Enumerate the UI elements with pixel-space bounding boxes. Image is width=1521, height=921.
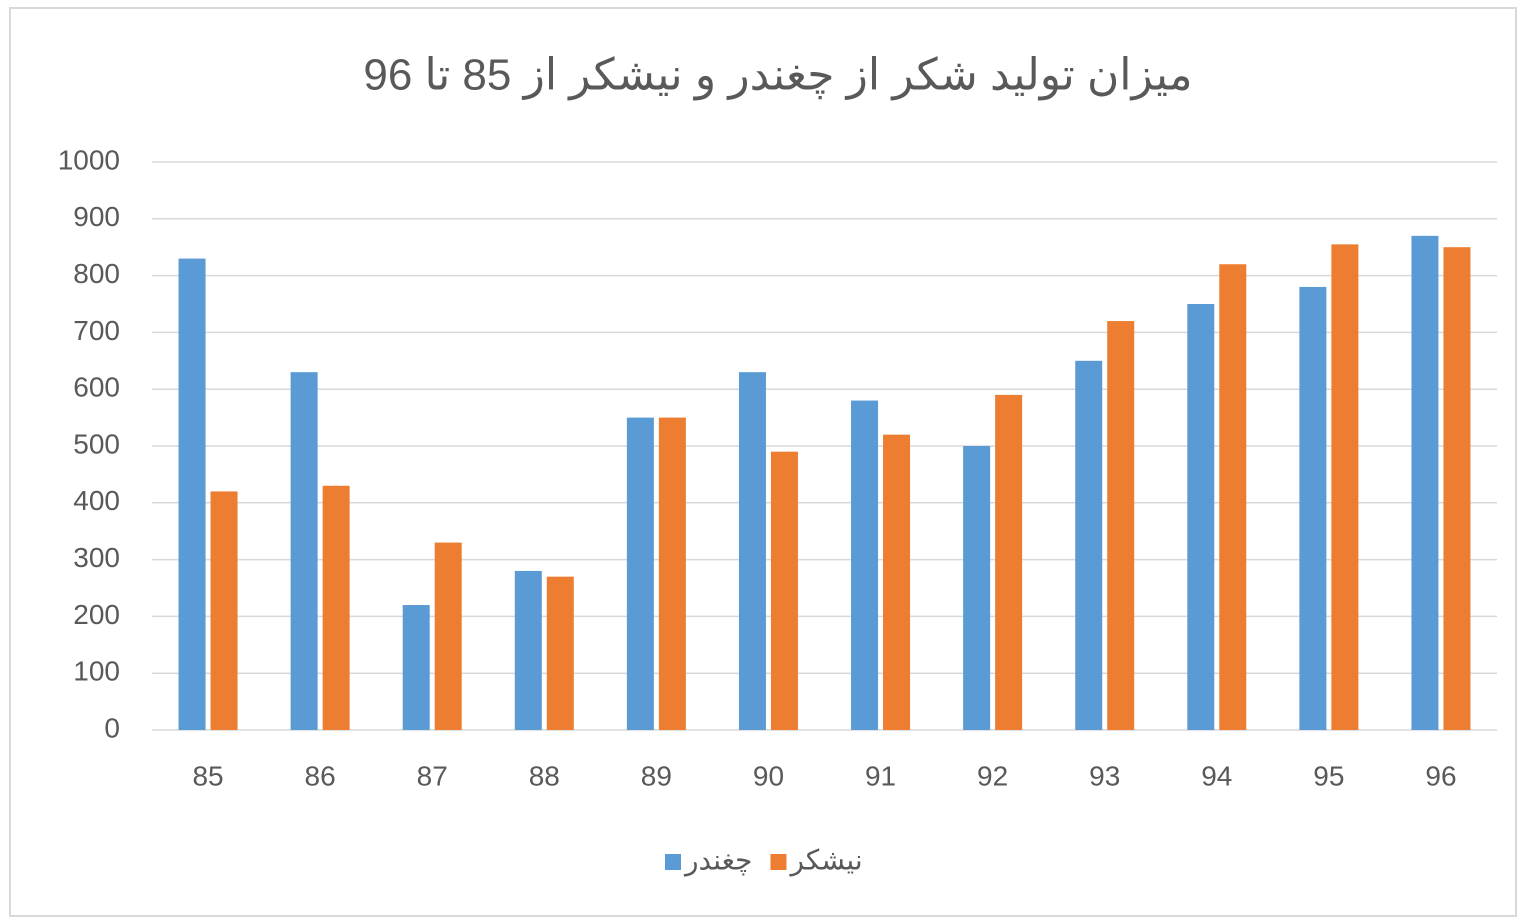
bar xyxy=(1107,321,1135,730)
bar xyxy=(995,394,1023,730)
bar xyxy=(1299,286,1327,730)
y-tick-label: 1000 xyxy=(58,144,120,175)
bar xyxy=(1219,264,1247,730)
x-tick-label: 85 xyxy=(192,760,223,791)
y-tick-label: 200 xyxy=(73,599,120,630)
y-tick-label: 0 xyxy=(104,712,120,743)
bar xyxy=(514,570,542,730)
x-tick-label: 96 xyxy=(1425,760,1456,791)
chart-title: میزان تولید شکر از چغندر و نیشکر از 85 ت… xyxy=(363,51,1192,101)
x-tick-label: 89 xyxy=(641,760,672,791)
y-tick-label: 100 xyxy=(73,656,120,687)
bar xyxy=(658,417,686,730)
bar xyxy=(963,446,991,730)
legend-swatch xyxy=(665,854,681,870)
bar xyxy=(290,372,318,730)
bar xyxy=(546,576,574,730)
y-tick-label: 300 xyxy=(73,542,120,573)
bar xyxy=(1187,304,1215,730)
x-tick-label: 88 xyxy=(529,760,560,791)
x-tick-label: 93 xyxy=(1089,760,1120,791)
bar xyxy=(770,451,798,730)
y-tick-label: 500 xyxy=(73,428,120,459)
legend-label: نیشکر xyxy=(788,844,862,876)
y-tick-label: 700 xyxy=(73,315,120,346)
bar xyxy=(626,417,654,730)
bar xyxy=(434,542,462,730)
bar xyxy=(1411,235,1439,730)
y-tick-label: 400 xyxy=(73,485,120,516)
x-tick-label: 94 xyxy=(1201,760,1232,791)
x-tick-label: 95 xyxy=(1313,760,1344,791)
bar xyxy=(1443,247,1471,730)
x-tick-label: 90 xyxy=(753,760,784,791)
bar xyxy=(851,400,879,730)
x-tick-label: 86 xyxy=(305,760,336,791)
bar xyxy=(178,258,206,730)
bar xyxy=(1331,244,1359,731)
x-tick-label: 87 xyxy=(417,760,448,791)
bar xyxy=(738,372,766,730)
legend-swatch xyxy=(770,854,787,870)
x-tick-label: 91 xyxy=(865,760,896,791)
y-tick-label: 800 xyxy=(73,258,120,289)
bar xyxy=(210,491,238,730)
bar xyxy=(1075,360,1103,730)
y-tick-label: 600 xyxy=(73,372,120,403)
x-tick-label: 92 xyxy=(977,760,1008,791)
bar xyxy=(883,434,911,730)
bar xyxy=(322,485,350,730)
bar xyxy=(402,605,430,730)
legend-label: چغندر xyxy=(683,844,752,876)
y-tick-label: 900 xyxy=(73,201,120,232)
